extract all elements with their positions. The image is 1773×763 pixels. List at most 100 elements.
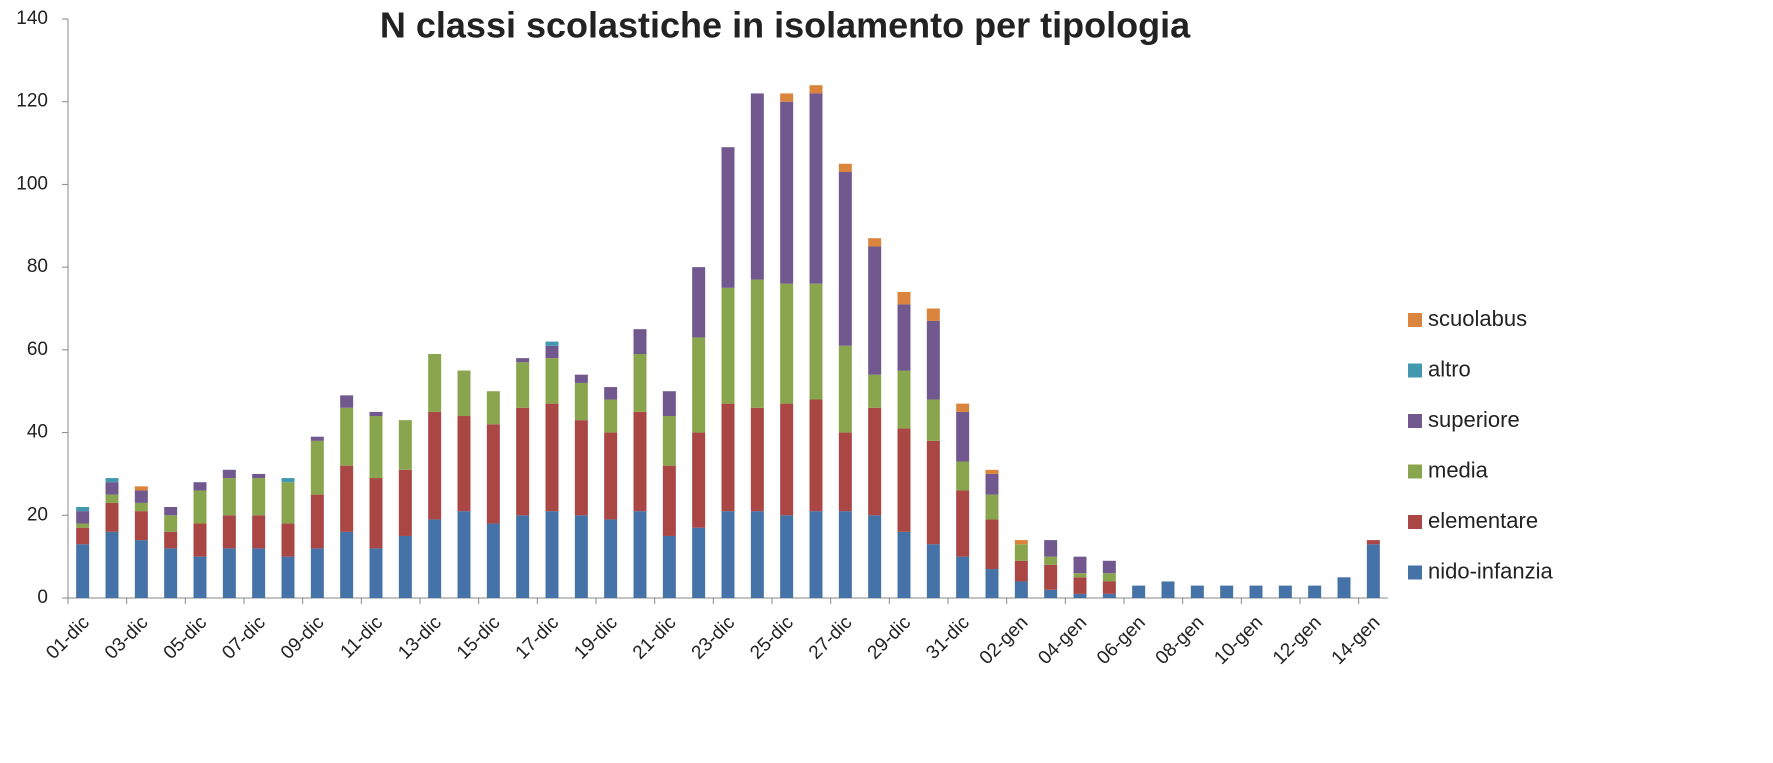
bar-segment (868, 515, 882, 598)
bar-segment (1308, 585, 1322, 598)
bar-segment (105, 478, 119, 483)
bar-segment (76, 507, 90, 512)
bar-segment (281, 482, 295, 524)
bar-segment (809, 399, 823, 512)
bar-segment (1014, 540, 1028, 545)
bar-segment (1014, 581, 1028, 598)
bar-segment (193, 523, 207, 557)
bar-segment (926, 440, 940, 545)
x-tick-label: 27-dic (805, 612, 856, 663)
bar-segment (164, 531, 178, 549)
bar-segment (750, 93, 764, 280)
bar-segment (545, 341, 559, 346)
bar-segment (1337, 577, 1351, 598)
x-tick-label: 02-gen (976, 612, 1033, 669)
x-tick-label: 03-dic (101, 612, 152, 663)
x-tick-label: 08-gen (1152, 612, 1209, 669)
bar-segment (193, 490, 207, 524)
legend-label: media (1428, 457, 1489, 482)
bar-segment (897, 531, 911, 598)
legend-swatch (1408, 363, 1422, 378)
y-tick-label: 40 (27, 422, 48, 443)
bar-segment (956, 403, 970, 412)
bar-segment (1190, 585, 1204, 598)
bar-segment (985, 469, 999, 474)
bar-segment (134, 490, 148, 503)
bar-segment (164, 507, 178, 516)
bar-segment (281, 478, 295, 483)
x-tick-label: 23-dic (688, 612, 739, 663)
legend-label: scuolabus (1428, 306, 1527, 331)
bar-segment (926, 544, 940, 598)
legend-label: nido-infanzia (1428, 558, 1554, 583)
x-tick-label: 17-dic (512, 612, 563, 663)
bar-segment (604, 519, 618, 598)
bar-segment (574, 515, 588, 598)
bar-segment (926, 399, 940, 441)
bar-segment (1249, 585, 1263, 598)
bar-segment (809, 85, 823, 94)
bar-segment (398, 420, 412, 470)
bar-segment (604, 399, 618, 433)
bar-segment (369, 548, 383, 598)
legend-swatch (1408, 414, 1422, 428)
bar-segment (222, 478, 236, 516)
bar-segment (281, 523, 295, 557)
bar-segment (956, 490, 970, 557)
bar-segment (868, 246, 882, 375)
bar-segment (486, 424, 500, 524)
bar-segment (76, 511, 90, 524)
bar-segment (516, 407, 530, 516)
bar-segment (985, 473, 999, 495)
bar-segment (985, 519, 999, 570)
bar-segment (1220, 585, 1234, 598)
legend-label: superiore (1428, 407, 1520, 432)
bar-segment (134, 486, 148, 491)
bar-segment (868, 238, 882, 247)
x-tick-label: 12-gen (1269, 612, 1326, 669)
bar-segment (1161, 581, 1175, 598)
bar-segment (340, 531, 354, 598)
bar-segment (1044, 540, 1058, 557)
y-tick-label: 120 (16, 91, 48, 112)
legend-swatch (1408, 565, 1422, 580)
bar-segment (1102, 560, 1116, 574)
bar-segment (516, 362, 530, 408)
bar-segment (1366, 540, 1380, 545)
bar-segment (1132, 585, 1146, 598)
bar-segment (340, 465, 354, 532)
bar-segment (838, 172, 852, 346)
bar-segment (692, 267, 706, 338)
bar-segment (369, 411, 383, 417)
bar-segment (1102, 593, 1116, 598)
bar-segment (252, 548, 266, 598)
bar-segment (1044, 556, 1058, 565)
bar-segment (985, 569, 999, 598)
bar-segment (604, 387, 618, 400)
bar-segment (633, 411, 647, 512)
x-tick-label: 21-dic (629, 612, 680, 663)
x-tick-label: 25-dic (746, 612, 797, 663)
bar-segment (252, 473, 266, 479)
bar-segment (164, 548, 178, 598)
legend-swatch (1408, 515, 1422, 529)
legend-label: elementare (1428, 508, 1538, 533)
bar-segment (222, 515, 236, 549)
bar-segment (780, 93, 794, 102)
bar-segment (76, 527, 90, 545)
bar-segment (105, 494, 119, 503)
bar-segment (956, 461, 970, 491)
bar-segment (692, 337, 706, 433)
bar-segment (105, 482, 119, 495)
bar-segment (750, 279, 764, 408)
y-tick-label: 100 (16, 173, 48, 194)
bar-segment (1073, 573, 1087, 578)
bar-segment (574, 420, 588, 516)
bar-segment (105, 531, 119, 598)
bar-segment (780, 101, 794, 284)
bar-segment (457, 370, 471, 417)
bar-segment (692, 527, 706, 598)
x-tick-label: 05-dic (160, 612, 211, 663)
chart-title: N classi scolastiche in isolamento per t… (380, 5, 1191, 46)
bar-segment (1044, 589, 1058, 598)
